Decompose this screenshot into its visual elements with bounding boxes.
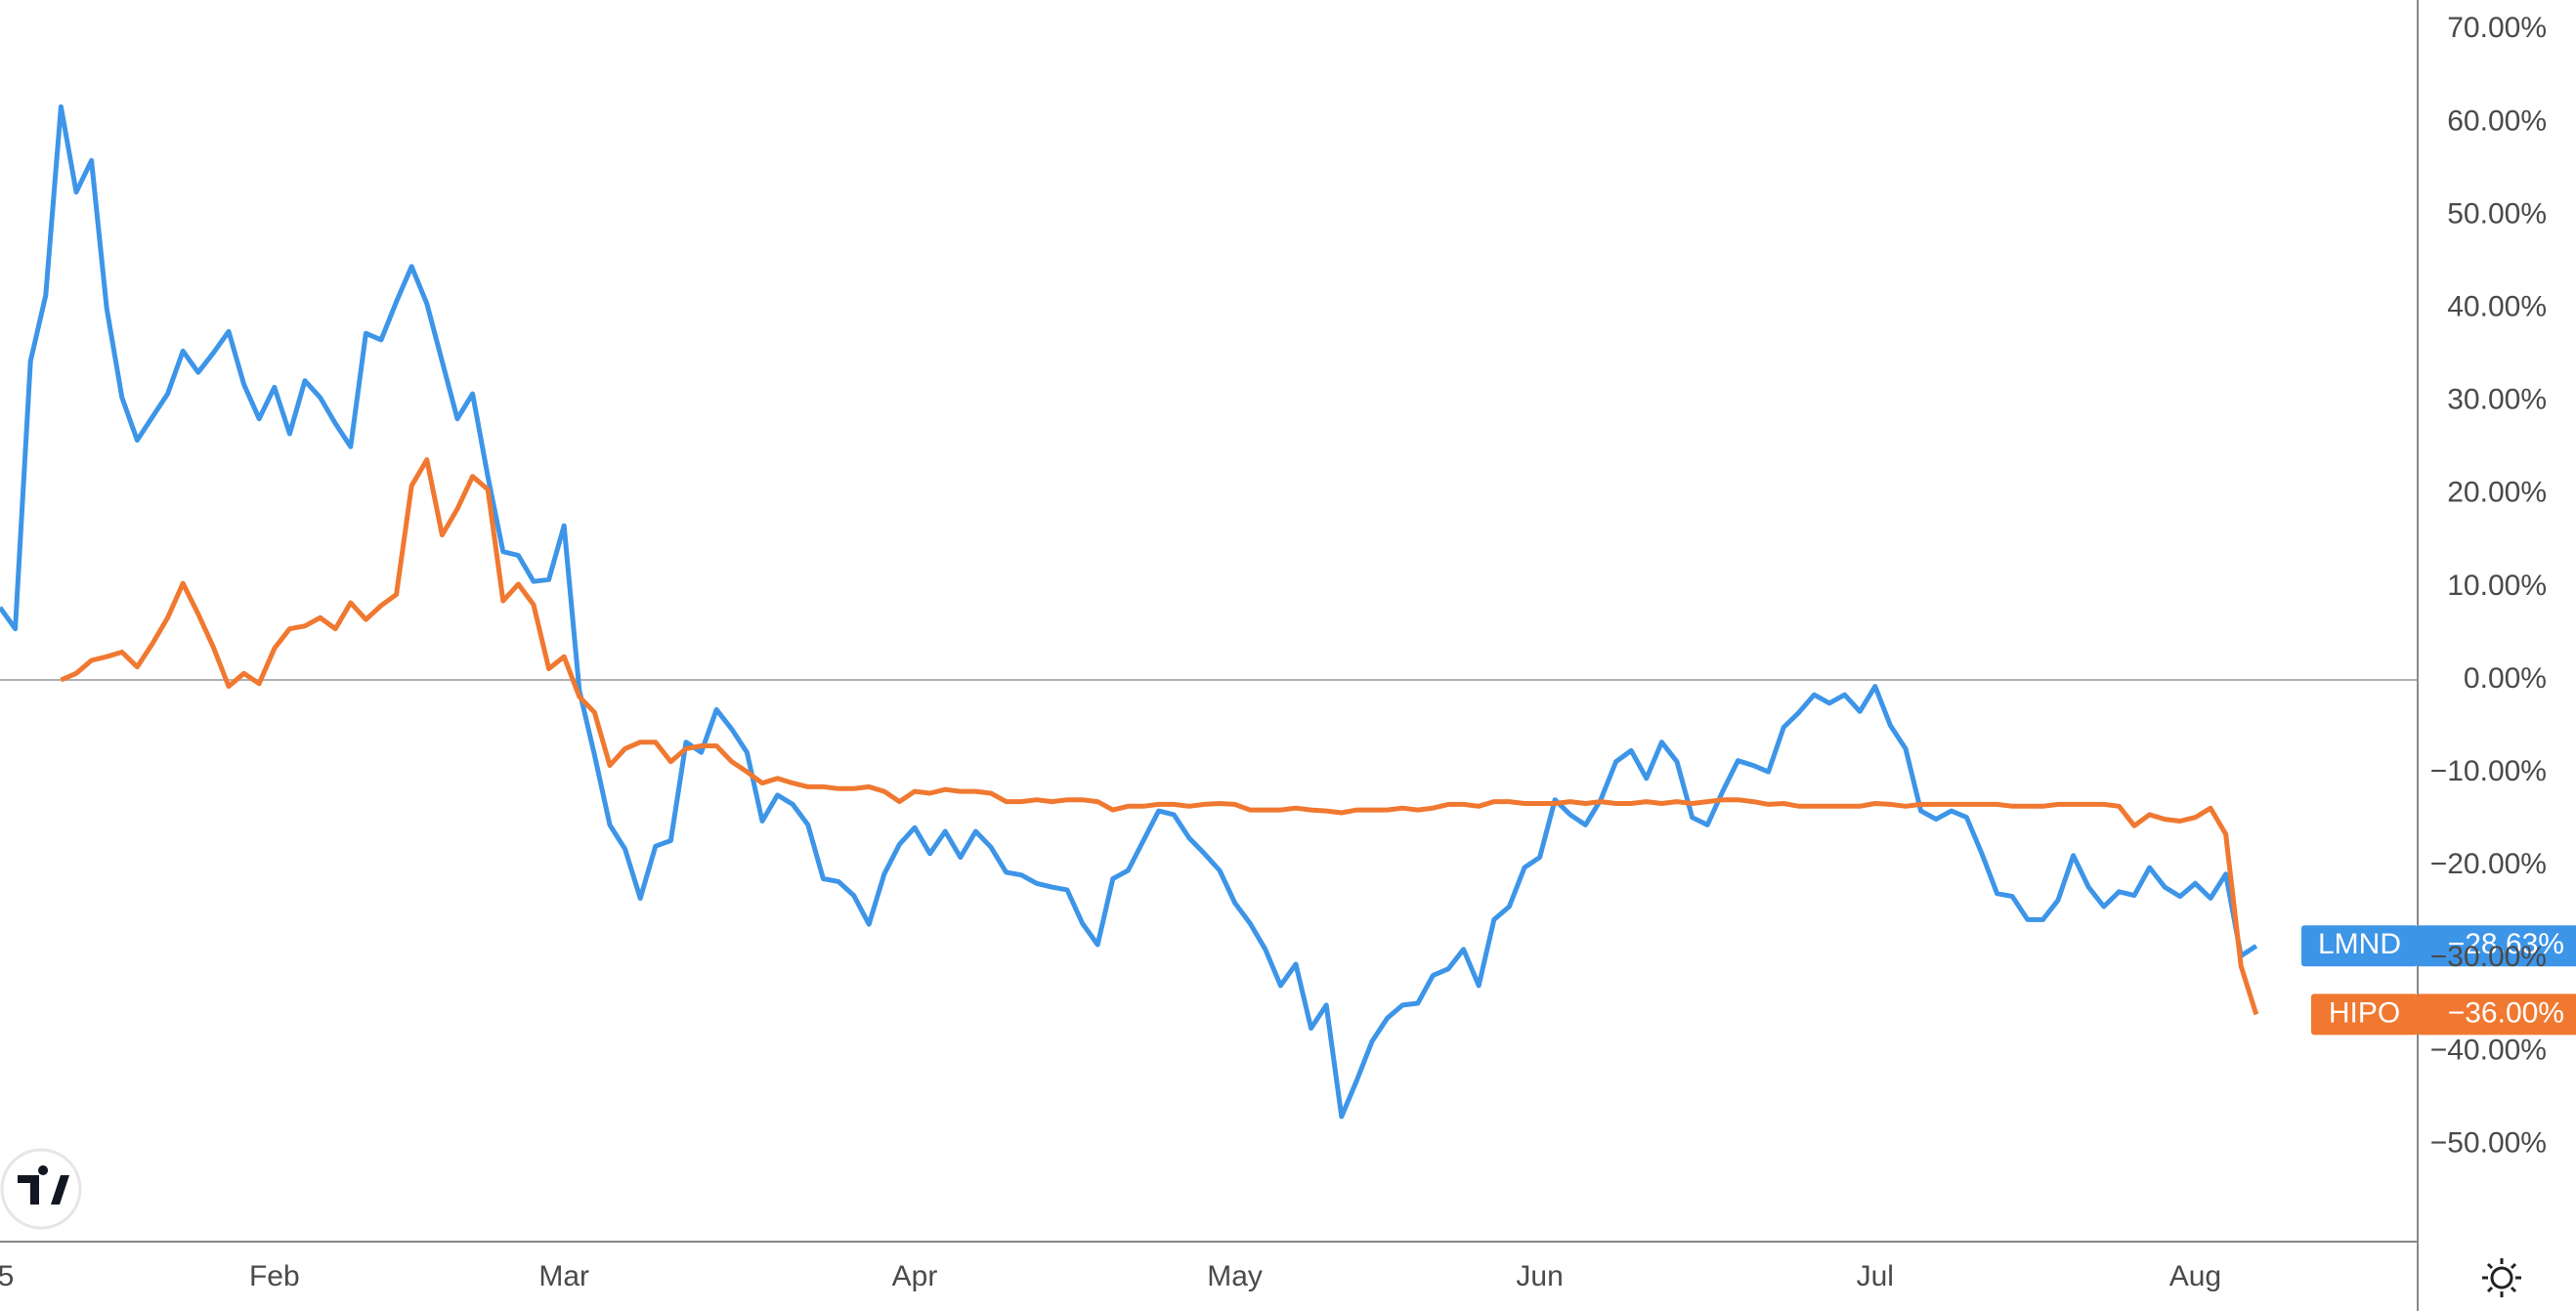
- x-tick-label: Apr: [892, 1260, 938, 1292]
- tradingview-logo[interactable]: [0, 1148, 82, 1230]
- badge-value-box: [2418, 925, 2576, 967]
- x-tick-label: Jun: [1516, 1260, 1563, 1292]
- series-line: [0, 104, 2258, 1120]
- logo-circle: [0, 1148, 82, 1230]
- y-tick-label: −20.00%: [2430, 848, 2547, 880]
- badge-value-box: [2418, 994, 2576, 1036]
- x-tick-label: Mar: [538, 1260, 589, 1292]
- y-tick-label: 60.00%: [2447, 105, 2547, 137]
- y-tick-label: −10.00%: [2430, 755, 2547, 787]
- badge-name: LMND: [2318, 928, 2401, 960]
- x-tick-label: Feb: [249, 1260, 300, 1292]
- y-tick-label: 30.00%: [2447, 384, 2547, 416]
- y-tick-label: 10.00%: [2447, 570, 2547, 602]
- x-tick-label: 5: [0, 1260, 14, 1292]
- logo-mark: [18, 1165, 69, 1205]
- sun-core: [2490, 1266, 2513, 1290]
- y-tick-label: 70.00%: [2447, 12, 2547, 44]
- x-tick-label: Aug: [2169, 1260, 2221, 1292]
- badge-value: −28.63%: [2448, 928, 2564, 960]
- x-tick-label: May: [1207, 1260, 1263, 1292]
- y-tick-label: 50.00%: [2447, 197, 2547, 230]
- y-tick-label: 40.00%: [2447, 290, 2547, 322]
- y-tick-label: −50.00%: [2430, 1126, 2547, 1159]
- y-tick-label: 20.00%: [2447, 477, 2547, 509]
- y-tick-label: 0.00%: [2464, 662, 2547, 695]
- badge-name-box: [2311, 994, 2418, 1036]
- price-badge: LMND −28.63%: [2301, 925, 2576, 967]
- y-tick-label: −30.00%: [2430, 941, 2547, 973]
- y-tick-label: −40.00%: [2430, 1034, 2547, 1066]
- price-badge: HIPO −36.00%: [2311, 994, 2576, 1036]
- price-badges: LMND −28.63% HIPO −36.00%: [2301, 925, 2576, 1036]
- settings-icon[interactable]: [2482, 1258, 2521, 1297]
- x-tick-label: Jul: [1857, 1260, 1894, 1292]
- plot-area: [0, 104, 2418, 1120]
- badge-name-box: [2301, 925, 2418, 967]
- badge-name: HIPO: [2329, 996, 2400, 1029]
- series-line: [60, 457, 2259, 1016]
- badge-value: −36.00%: [2448, 996, 2564, 1029]
- sun-rays: [2482, 1258, 2521, 1297]
